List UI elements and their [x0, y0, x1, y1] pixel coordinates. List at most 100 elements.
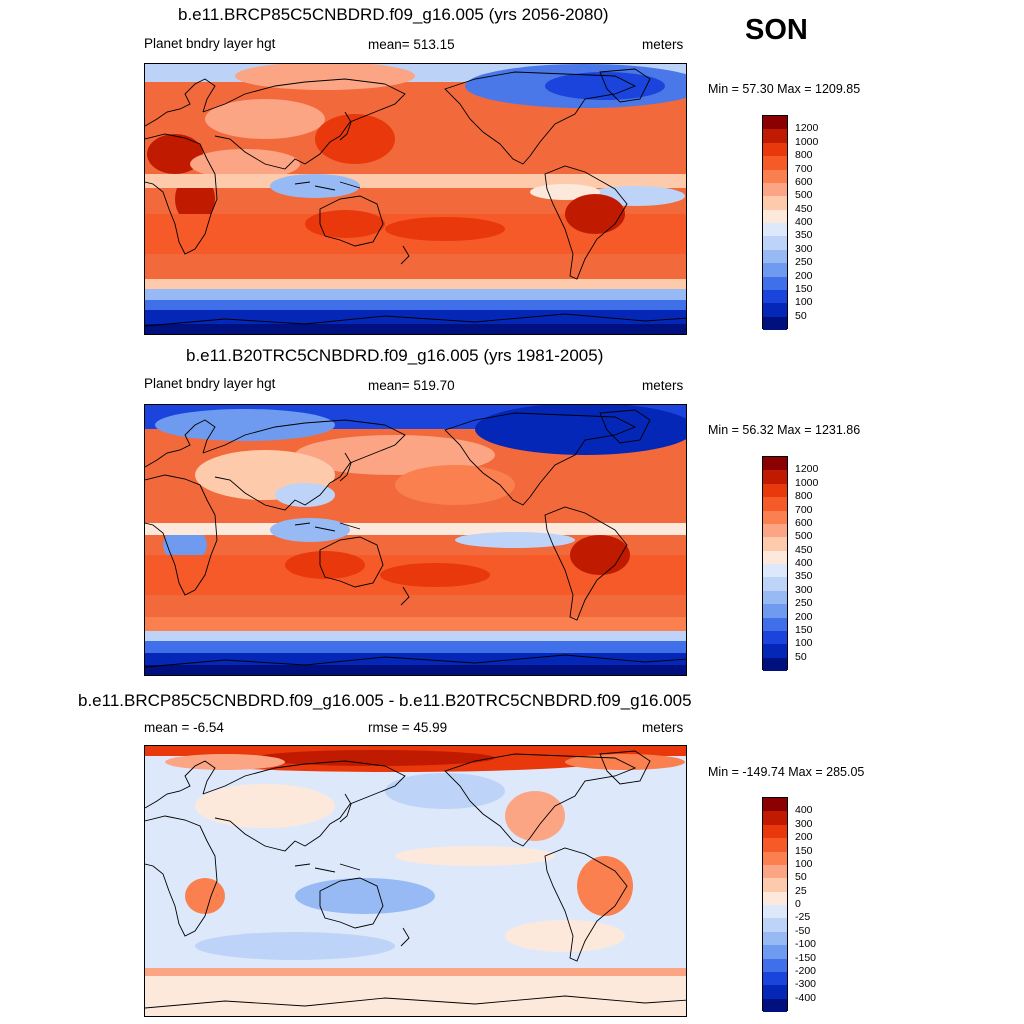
- panel3-colorbar-tick-label: -300: [795, 978, 817, 991]
- panel1-colorbar-tick-label: 1000: [795, 135, 819, 148]
- panel2-colorbar-tick-label: 700: [795, 503, 813, 516]
- panel2-colorbar-swatch: [763, 617, 787, 631]
- panel3-colorbar-tick-label: -400: [795, 991, 817, 1004]
- panel2-colorbar-tick-label: 300: [795, 583, 813, 596]
- panel1-map: [144, 63, 687, 335]
- panel1-colorbar-tick-label: 350: [795, 229, 813, 242]
- panel3-colorbar-swatch: [763, 811, 787, 825]
- panel3-colorbar-tick-label: -25: [795, 911, 811, 924]
- panel1-title: b.e11.BRCP85C5CNBDRD.f09_g16.005 (yrs 20…: [178, 5, 609, 24]
- panel3-colorbar-swatch: [763, 864, 787, 879]
- panel2-colorbar-swatch: [763, 523, 787, 538]
- panel2-colorbar-tick-label: 150: [795, 623, 813, 636]
- panel3-colorbar-swatch: [763, 958, 787, 972]
- panel1-colorbar-swatch: [763, 289, 787, 304]
- panel1-colorbar-swatch: [763, 116, 787, 130]
- panel3-colorbar-tick-label: 150: [795, 844, 813, 857]
- panel2-colorbar-tick-label: 250: [795, 597, 813, 610]
- panel3-colorbar-tick-label: 400: [795, 804, 813, 817]
- panel3-colorbar-tick-label: 300: [795, 817, 813, 830]
- panel3-mean-label: mean = -6.54: [144, 720, 224, 735]
- panel1-mean-label: mean= 513.15: [368, 37, 455, 52]
- panel2-mean-label: mean= 519.70: [368, 378, 455, 393]
- panel1-colorbar-tick-label: 600: [795, 175, 813, 188]
- panel1-colorbar-swatch: [763, 169, 787, 183]
- panel2-map: [144, 404, 687, 676]
- panel3-map: [144, 745, 687, 1017]
- panel2-colorbar-swatch: [763, 457, 787, 471]
- panel2-colorbar-swatch: [763, 497, 787, 511]
- panel2-colorbar-swatch: [763, 550, 787, 564]
- panel1-colorbar: [762, 115, 788, 330]
- panel2-colorbar-tick-label: 350: [795, 570, 813, 583]
- panel1-colorbar-swatch: [763, 249, 787, 264]
- panel3-colorbar-tick-label: 25: [795, 884, 807, 897]
- panel2-colorbar-swatch: [763, 630, 787, 645]
- panel1-colorbar-swatch: [763, 129, 787, 143]
- panel3-colorbar-tick-label: -200: [795, 964, 817, 977]
- panel1-colorbar-tick-label: 300: [795, 242, 813, 255]
- panel1-colorbar-tick-label: 100: [795, 296, 813, 309]
- panel2-colorbar-tick-label: 1200: [795, 463, 819, 476]
- panel3-colorbar-tick-label: 0: [795, 898, 801, 910]
- panel1-colorbar-swatch: [763, 263, 787, 277]
- panel3-colorbar-swatch: [763, 985, 787, 999]
- panel2-colorbar-tick-label: 500: [795, 530, 813, 543]
- panel1-colorbar-tick-label: 50: [795, 309, 807, 322]
- panel2-colorbar-tick-label: 100: [795, 637, 813, 650]
- panel1-colorbar-tick-label: 800: [795, 149, 813, 162]
- panel3-colorbar-tick-label: -50: [795, 924, 811, 937]
- panel1-minmax: Min = 57.30 Max = 1209.85: [708, 82, 861, 96]
- panel3-rmse-label: rmse = 45.99: [368, 720, 448, 735]
- panel1-colorbar-swatch: [763, 209, 787, 223]
- panel1-colorbar-tick-label: 150: [795, 282, 813, 295]
- panel3-title: b.e11.BRCP85C5CNBDRD.f09_g16.005 - b.e11…: [78, 691, 692, 710]
- panel3-colorbar-tick-label: -150: [795, 951, 817, 964]
- panel3-colorbar-tick-label: -100: [795, 938, 817, 951]
- panel2-colorbar-swatch: [763, 577, 787, 591]
- panel2-colorbar-tick-label: 600: [795, 516, 813, 529]
- panel2-colorbar-swatch: [763, 644, 787, 658]
- panel1-colorbar-tick-label: 1200: [795, 122, 819, 135]
- panel3-colorbar-swatch: [763, 878, 787, 892]
- panel1-colorbar-swatch: [763, 236, 787, 250]
- panel1-variable-label: Planet bndry layer hgt: [144, 36, 276, 51]
- panel2-colorbar-swatch: [763, 470, 787, 484]
- panel2-colorbar-swatch: [763, 564, 787, 578]
- season-label: SON: [745, 14, 808, 46]
- panel3-colorbar-swatch: [763, 851, 787, 865]
- panel3-colorbar-swatch: [763, 971, 787, 986]
- panel2-colorbar-swatch: [763, 604, 787, 618]
- panel2-colorbar-swatch: [763, 657, 787, 671]
- panel2-title: b.e11.B20TRC5CNBDRD.f09_g16.005 (yrs 198…: [186, 346, 604, 365]
- panel1-colorbar-swatch: [763, 182, 787, 197]
- panel1-colorbar-swatch: [763, 276, 787, 290]
- panel2-colorbar-swatch: [763, 590, 787, 605]
- panel3-colorbar-swatch: [763, 998, 787, 1012]
- panel2-colorbar-swatch: [763, 483, 787, 498]
- panel3-colorbar-tick-label: 100: [795, 857, 813, 870]
- panel2-colorbar-tick-label: 50: [795, 650, 807, 663]
- panel2-colorbar-tick-label: 450: [795, 543, 813, 556]
- panel2-units-label: meters: [642, 378, 684, 393]
- panel1-colorbar-swatch: [763, 196, 787, 210]
- panel2-colorbar-tick-label: 1000: [795, 476, 819, 489]
- panel3-minmax: Min = -149.74 Max = 285.05: [708, 765, 865, 779]
- panel2-colorbar-tick-label: 200: [795, 610, 813, 623]
- panel3-units-label: meters: [642, 720, 684, 735]
- panel3-colorbar-swatch: [763, 905, 787, 919]
- panel2-colorbar: [762, 456, 788, 671]
- panel2-colorbar-swatch: [763, 537, 787, 551]
- panel3-colorbar-tick-label: 200: [795, 831, 813, 844]
- panel1-colorbar-swatch: [763, 142, 787, 157]
- panel1-units-label: meters: [642, 37, 684, 52]
- panel2-colorbar-tick-label: 400: [795, 557, 813, 569]
- panel2-colorbar-tick-label: 800: [795, 490, 813, 503]
- panel1-colorbar-swatch: [763, 223, 787, 237]
- panel3-colorbar-swatch: [763, 931, 787, 946]
- panel2-variable-label: Planet bndry layer hgt: [144, 376, 276, 391]
- panel1-colorbar-swatch: [763, 303, 787, 317]
- panel3-colorbar-swatch: [763, 918, 787, 932]
- panel3-colorbar-swatch: [763, 945, 787, 959]
- panel2-minmax: Min = 56.32 Max = 1231.86: [708, 423, 861, 437]
